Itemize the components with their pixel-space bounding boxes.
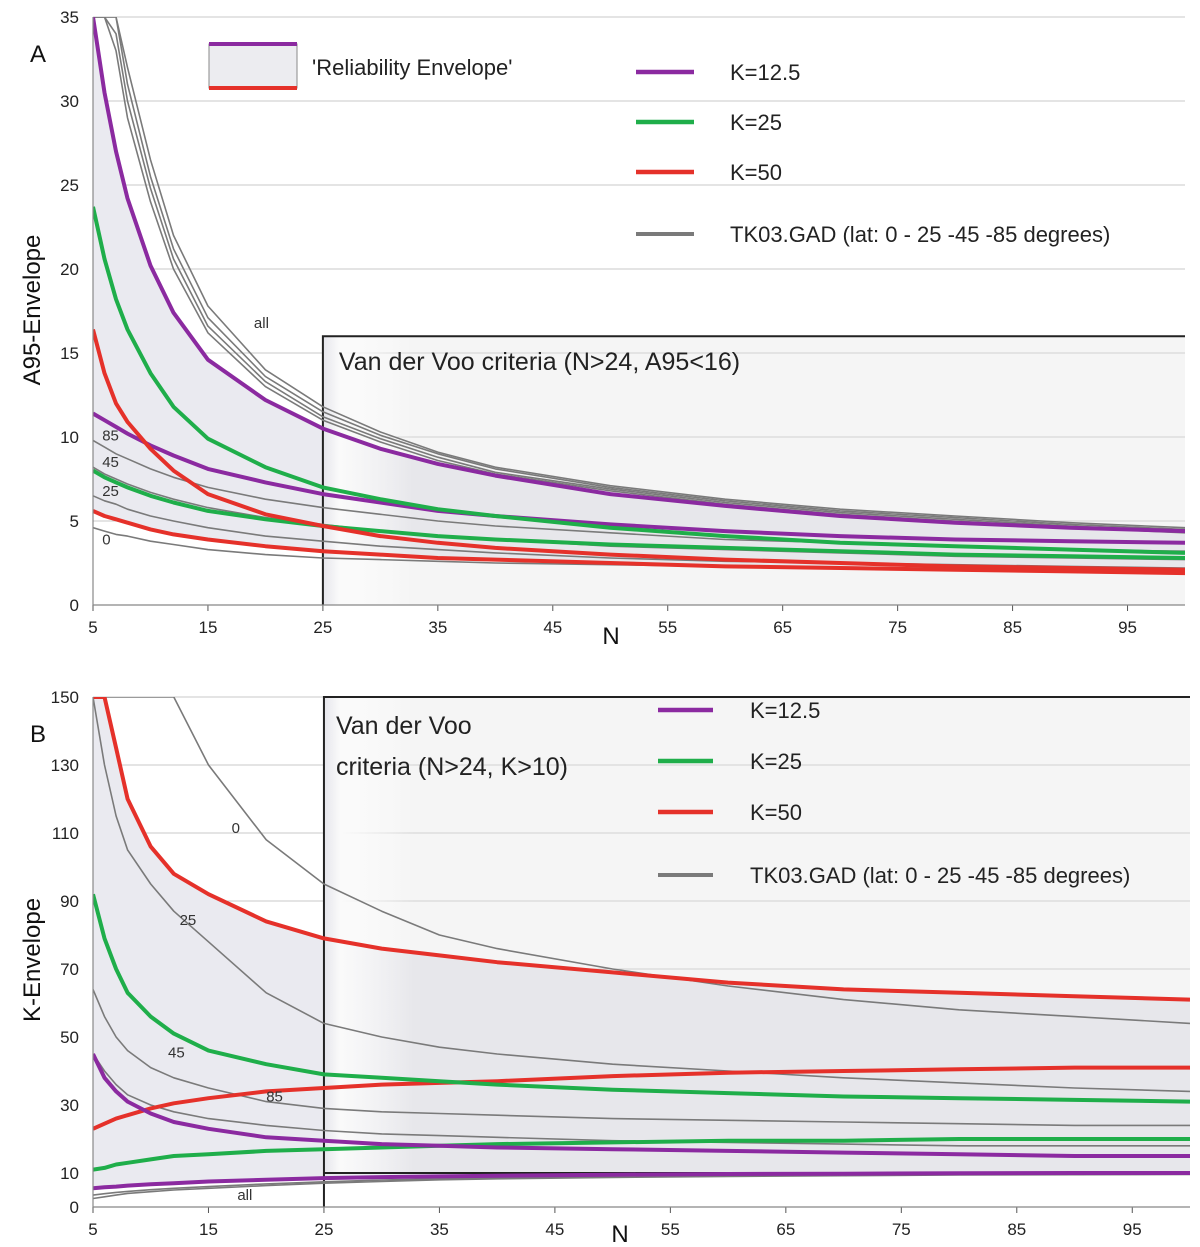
- panel-a-ytick-label: 10: [60, 428, 79, 447]
- panel-a-ytick-label: 20: [60, 260, 79, 279]
- panel-b-ytick-label: 50: [60, 1028, 79, 1047]
- panel-b-tag: B: [30, 721, 46, 748]
- envelope-legend-label: 'Reliability Envelope': [312, 55, 512, 80]
- panel-a-curve-label: 25: [102, 483, 119, 500]
- panel-b-legend-label: K=12.5: [750, 698, 820, 723]
- panel-b-curve-label: all: [237, 1187, 252, 1204]
- panel-b-k-25-upper-line: [93, 893, 1190, 1104]
- panel-b-curve-label: 85: [266, 1089, 283, 1106]
- panel-b-legend-label: K=50: [750, 800, 802, 825]
- panel-a-ytick-label: 30: [60, 92, 79, 111]
- panel-a-plot: A A95-Envelope N Van der Voo criteria (N…: [19, 8, 1185, 650]
- panel-b-xtick-label: 45: [545, 1220, 564, 1239]
- panel-a-criteria-area: [322, 336, 1185, 605]
- panel-b-ylabel: K-Envelope: [19, 898, 46, 1022]
- panel-a-tk03-lat-all-line: [93, 17, 1185, 531]
- panel-a-legend-label: K=12.5: [730, 60, 800, 85]
- panel-a-tag: A: [30, 41, 46, 68]
- panel-a-tk03-lat-all-line: [93, 17, 1185, 532]
- panel-b-curve-label: 0: [232, 820, 240, 837]
- panel-a-criteria-border: [321, 335, 1185, 605]
- panel-b-ytick-label: 90: [60, 892, 79, 911]
- panel-b-k-12_5-upper-line: [93, 1053, 1190, 1158]
- panel-a-k-25-upper-line: [93, 206, 1185, 555]
- panel-b-criteria-label-line2: criteria (N>24, K>10): [336, 753, 568, 781]
- panel-a-curve-label: 0: [102, 532, 110, 549]
- panel-a-ytick-label: 5: [70, 512, 79, 531]
- panel-b-legend-label: TK03.GAD (lat: 0 - 25 -45 -85 degrees): [750, 863, 1130, 888]
- panel-b-plot: B K-Envelope N Van der Voo criteria (N>24…: [19, 688, 1190, 1247]
- panel-b-tk03-lat-85-line: [93, 1053, 1190, 1147]
- panel-a-xtick-label: 45: [543, 618, 562, 637]
- panel-b-legend-label: K=25: [750, 749, 802, 774]
- panel-b-curve-label: 25: [180, 912, 197, 929]
- panel-a-criteria-shade: [322, 336, 413, 605]
- panel-a-ytick-label: 35: [60, 8, 79, 27]
- panel-b-xtick-label: 15: [199, 1220, 218, 1239]
- panel-a-ylabel: A95-Envelope: [19, 235, 46, 386]
- panel-a-legend-label: K=25: [730, 110, 782, 135]
- panel-b-tk03-lat-0-line: [93, 697, 1190, 1025]
- panel-a-k-12_5-lower-line: [93, 411, 1185, 545]
- panel-b-k-12_5-lower-line: [93, 1171, 1190, 1191]
- panel-b-xtick-label: 65: [776, 1220, 795, 1239]
- panel-a-k-50-lower-line: [93, 509, 1185, 576]
- panel-a-criteria-label: Van der Voo criteria (N>24, A95<16): [339, 348, 740, 376]
- panel-b-tk03-lat-25-line: [93, 697, 1190, 1093]
- panel-b-tk03-lat-45-line: [93, 989, 1190, 1127]
- panel-a-k-12_5-upper-line: [93, 17, 1185, 534]
- panel-a-curve-label: 45: [102, 454, 119, 471]
- panel-b-xtick-label: 95: [1123, 1220, 1142, 1239]
- panel-b-xlabel: N: [611, 1221, 628, 1247]
- panel-a-ytick-label: 25: [60, 176, 79, 195]
- panel-a-xtick-label: 65: [773, 618, 792, 637]
- panel-a-xtick-label: 75: [888, 618, 907, 637]
- panel-a-xtick-label: 5: [88, 618, 97, 637]
- panel-a-k-25-lower-line: [93, 468, 1185, 560]
- panel-a-legend-label: K=50: [730, 160, 782, 185]
- panel-b-k-50-upper-line: [93, 697, 1190, 1002]
- panel-b-ytick-label: 130: [51, 756, 79, 775]
- panel-a-tk03-lat-all-line: [93, 17, 1185, 529]
- panel-a-k-50-upper-line: [93, 328, 1185, 572]
- panel-b-legend: K=12.5 K=25 K=50 TK03.GAD (lat: 0 - 25 -45 …: [658, 698, 1130, 888]
- panel-b-ytick-label: 10: [60, 1164, 79, 1183]
- panel-a-xtick-label: 25: [313, 618, 332, 637]
- panel-b-ytick-label: 0: [70, 1198, 79, 1217]
- panel-a-ytick-label: 0: [70, 596, 79, 615]
- panel-b-xtick-label: 25: [314, 1220, 333, 1239]
- panel-b-k-50-lower-line: [93, 1065, 1190, 1131]
- panel-a-xtick-label: 35: [428, 618, 447, 637]
- panel-a-xtick-label: 95: [1118, 618, 1137, 637]
- panel-b-curve-label: 45: [168, 1044, 185, 1061]
- panel-a-curve-label: all: [254, 315, 269, 332]
- panel-b-ytick-label: 30: [60, 1096, 79, 1115]
- panel-a-xtick-label: 85: [1003, 618, 1022, 637]
- panel-b-xtick-label: 75: [892, 1220, 911, 1239]
- panel-b-xtick-label: 85: [1007, 1220, 1026, 1239]
- panel-a-xtick-label: 55: [658, 618, 677, 637]
- envelope-legend-swatch: [208, 43, 298, 89]
- panel-b-criteria-shade: [323, 697, 414, 1173]
- panel-a-legend-label: TK03.GAD (lat: 0 - 25 -45 -85 degrees): [730, 222, 1110, 247]
- panel-a-xlabel: N: [602, 623, 619, 650]
- panel-b-xtick-label: 5: [88, 1220, 97, 1239]
- panel-b-xtick-label: 35: [430, 1220, 449, 1239]
- panel-b-xtick-label: 55: [661, 1220, 680, 1239]
- panel-b-criteria-border: [322, 696, 1190, 1207]
- panel-b-criteria-label-line1: Van der Voo: [336, 712, 472, 740]
- panel-b-k-25-lower-line: [93, 1137, 1190, 1172]
- panel-b-ytick-label: 110: [52, 824, 79, 843]
- panel-a-curve-label: 85: [102, 427, 119, 444]
- panel-b-ytick-label: 150: [51, 688, 79, 707]
- panel-a-reliability-envelope: [93, 17, 1185, 574]
- panel-a-ytick-label: 15: [60, 344, 79, 363]
- panel-a-xtick-label: 15: [198, 618, 217, 637]
- panel-a-legend: 'Reliability Envelope' K=12.5 K=25 K=50 TK0…: [208, 42, 1110, 247]
- panel-b-ytick-label: 70: [60, 960, 79, 979]
